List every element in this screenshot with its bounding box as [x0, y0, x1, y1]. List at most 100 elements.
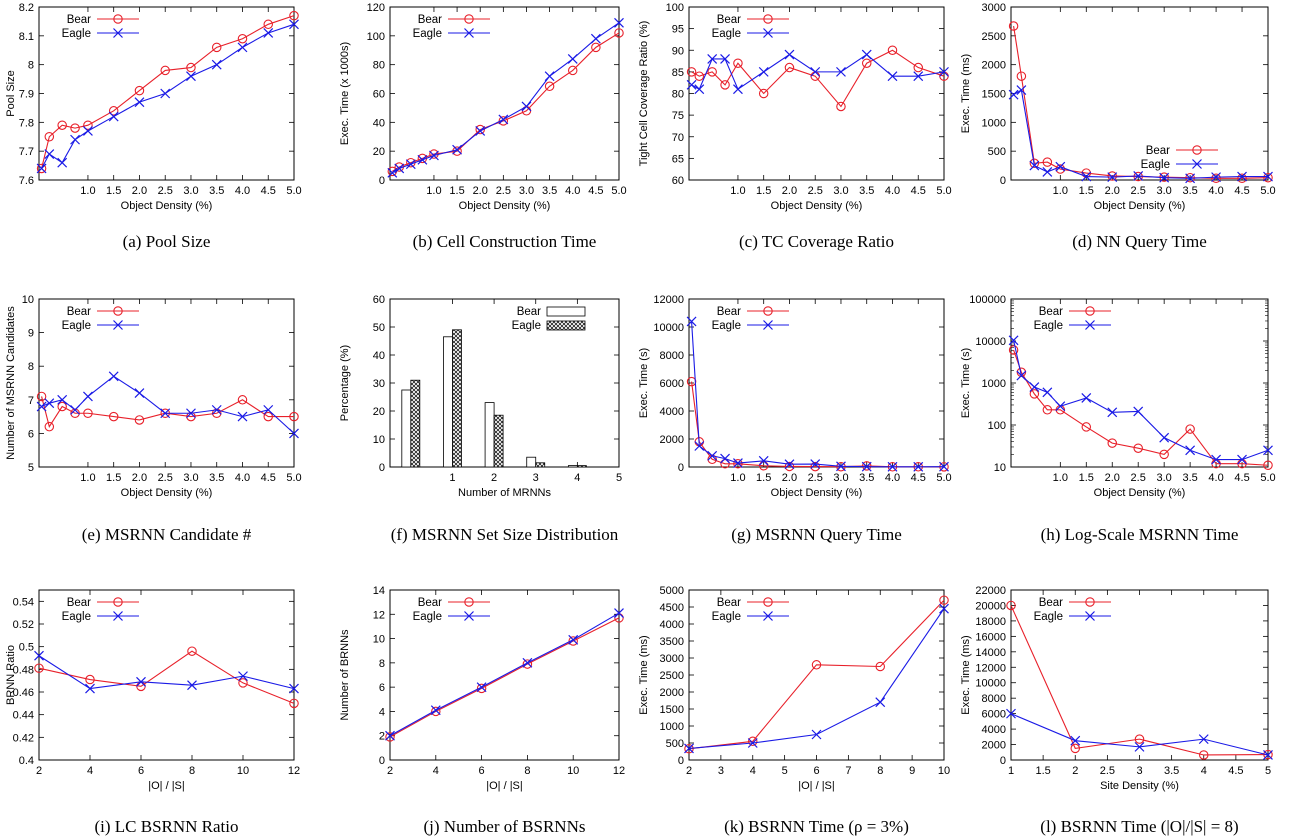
y-tick-label: 40 [373, 350, 385, 362]
point-eagle [1081, 171, 1092, 182]
point-eagle [836, 66, 846, 77]
y-tick-label: 2000 [982, 740, 1006, 752]
point-eagle [810, 66, 821, 77]
x-tick-label: 8 [524, 765, 530, 777]
y-tick-label: 0.54 [13, 596, 34, 608]
point-bear [1263, 172, 1273, 183]
point-eagle [720, 453, 730, 464]
point-eagle [1133, 171, 1144, 181]
point-bear [187, 646, 197, 656]
y-tick-label: 10 [373, 434, 385, 446]
x-tick-label: 3.0 [519, 185, 534, 197]
point-eagle [1029, 160, 1040, 171]
point-eagle [385, 730, 395, 741]
point-bear [289, 10, 299, 21]
point-eagle [875, 697, 886, 708]
legend: Bear Eagle [413, 597, 490, 623]
legend-label: Eagle [62, 320, 91, 332]
point-eagle [452, 144, 463, 155]
point-eagle [861, 49, 872, 60]
y-tick-label: 0 [379, 175, 385, 187]
y-axis-label: Number of MSRNN Candidates [5, 306, 17, 460]
y-tick-label: 8.1 [19, 31, 34, 43]
x-tick-label: 5.0 [611, 185, 626, 197]
point-eagle [211, 404, 222, 415]
point-eagle [57, 157, 68, 168]
legend-marker [113, 320, 123, 330]
y-tick-label: 22000 [975, 585, 1006, 597]
legend-label: Bear [1039, 306, 1063, 318]
point-eagle [394, 163, 405, 174]
y-tick-label: 3000 [982, 2, 1006, 14]
x-tick-label: 3.5 [1182, 472, 1197, 484]
y-axis-label: Exec. Time (ms) [960, 635, 972, 714]
point-bear [720, 459, 730, 469]
x-tick-label: 2.5 [158, 472, 173, 484]
y-tick-label: 3500 [660, 636, 684, 648]
series-line-bear [389, 617, 620, 738]
point-bear [1070, 743, 1081, 754]
legend-marker [763, 611, 773, 621]
legend-marker [113, 28, 123, 38]
legend-marker [1085, 611, 1095, 621]
y-tick-label: 10000 [975, 678, 1006, 690]
point-eagle [108, 111, 119, 122]
x-tick-label: 4 [1201, 765, 1207, 777]
x-tick-label: 2.5 [1100, 765, 1115, 777]
y-tick-label: 65 [672, 153, 684, 165]
x-tick-label: 1.5 [1035, 765, 1050, 777]
point-eagle [590, 33, 601, 44]
y-axis-label: Exec. Time (x 1000s) [339, 42, 351, 145]
legend-label: Eagle [62, 611, 91, 623]
point-eagle [289, 428, 299, 439]
point-bear [34, 663, 44, 673]
legend-marker [113, 597, 123, 607]
point-eagle [429, 150, 439, 161]
x-tick-label: 3 [1136, 765, 1142, 777]
y-axis-label: Pool Size [5, 70, 17, 116]
point-bear [1006, 600, 1016, 611]
point-eagle [83, 391, 93, 402]
y-tick-label: 8 [28, 361, 34, 373]
point-eagle [686, 316, 697, 327]
point-eagle [186, 408, 196, 419]
y-tick-label: 1500 [982, 89, 1006, 101]
point-bear [1237, 173, 1247, 184]
x-tick-label: 4 [433, 765, 439, 777]
legend-marker [464, 14, 474, 24]
x-tick-label: 2.0 [1105, 472, 1120, 484]
point-bear [237, 33, 248, 44]
x-tick-label: 4 [750, 765, 756, 777]
legend-label: Bear [67, 597, 91, 609]
point-eagle [1263, 171, 1273, 182]
point-eagle [237, 411, 248, 422]
chart-2: 0 20 40 60 80 100 120 1.0 1.5 2.0 2.5 3.0 3.5 4.0 4.5 5… [339, 2, 627, 251]
x-tick-label: 4.5 [588, 185, 603, 197]
x-tick-label: 1.5 [1079, 185, 1094, 197]
point-eagle [784, 459, 795, 470]
point-eagle [417, 154, 428, 165]
series-line-eagle [1010, 713, 1269, 756]
y-tick-label: 0.46 [13, 687, 34, 699]
y-tick-label: 6000 [982, 709, 1006, 721]
x-tick-label: 5.0 [936, 472, 951, 484]
point-bear [694, 71, 705, 81]
bar-eagle [452, 329, 462, 468]
point-eagle [1263, 750, 1273, 760]
x-tick-label: 2 [36, 765, 42, 777]
legend-label: Eagle [712, 611, 741, 623]
y-tick-label: 120 [367, 2, 385, 14]
point-bear [939, 595, 949, 605]
series-line-bear [38, 650, 295, 704]
y-tick-label: 85 [672, 67, 684, 79]
x-tick-label: 10 [567, 765, 579, 777]
y-tick-label: 16000 [975, 631, 1006, 643]
point-eagle [70, 134, 80, 145]
legend-label: Bear [418, 14, 442, 26]
y-tick-label: 1500 [660, 704, 684, 716]
bar-bear [484, 402, 495, 468]
x-tick-label: 1 [449, 472, 455, 484]
x-tick-label: 2.0 [782, 472, 797, 484]
bar-bear [567, 465, 578, 468]
